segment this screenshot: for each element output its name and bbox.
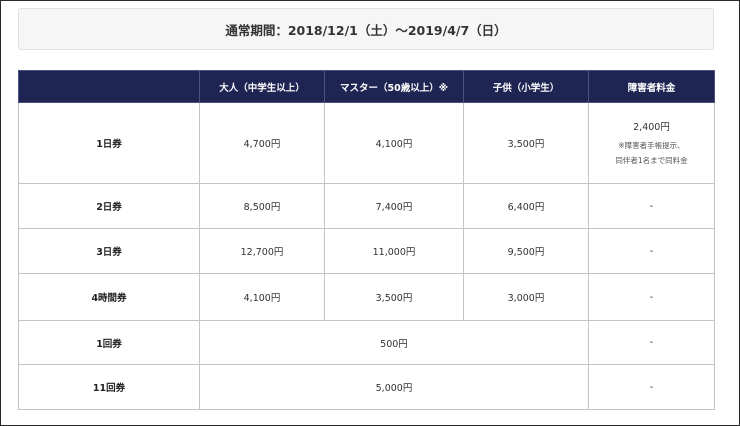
price-disabled: -	[588, 320, 715, 365]
header-master: マスター（50歳以上）※	[324, 70, 464, 103]
price-adult: 4,700円	[199, 102, 325, 184]
price-master: 3,500円	[324, 273, 464, 321]
lift-ticket-price-table: 大人（中学生以上） マスター（50歳以上）※ 子供（小学生） 障害者料金 1日券…	[18, 70, 715, 410]
price-adult: 8,500円	[199, 183, 325, 229]
price-child: 9,500円	[463, 228, 589, 274]
price-adult: 4,100円	[199, 273, 325, 321]
row-label: 11回券	[18, 364, 200, 410]
table-header-row: 大人（中学生以上） マスター（50歳以上）※ 子供（小学生） 障害者料金	[18, 70, 715, 103]
disabled-note-line1: ※障害者手帳提示、	[618, 140, 685, 150]
header-child: 子供（小学生）	[463, 70, 589, 103]
season-period-banner: 通常期間：2018/12/1（土）～2019/4/7（日）	[18, 8, 714, 50]
price-disabled: -	[588, 273, 715, 321]
price-master: 11,000円	[324, 228, 464, 274]
row-label: 1日券	[18, 102, 200, 184]
price-master: 7,400円	[324, 183, 464, 229]
table-row: 2日券 8,500円 7,400円 6,400円 -	[18, 183, 715, 229]
header-disabled: 障害者料金	[588, 70, 715, 103]
table-row: 3日券 12,700円 11,000円 9,500円 -	[18, 228, 715, 274]
price-combined: 500円	[199, 320, 589, 365]
row-label: 3日券	[18, 228, 200, 274]
price-disabled: 2,400円 ※障害者手帳提示、 同伴者1名まで同料金	[588, 102, 715, 184]
row-label: 2日券	[18, 183, 200, 229]
season-period-text: 通常期間：2018/12/1（土）～2019/4/7（日）	[225, 22, 507, 38]
price-child: 3,000円	[463, 273, 589, 321]
price-disabled: -	[588, 228, 715, 274]
table-row: 1日券 4,700円 4,100円 3,500円 2,400円 ※障害者手帳提示…	[18, 102, 715, 184]
price-disabled: -	[588, 364, 715, 410]
price-child: 6,400円	[463, 183, 589, 229]
row-label: 4時間券	[18, 273, 200, 321]
row-label: 1回券	[18, 320, 200, 365]
disabled-note-line2: 同伴者1名まで同料金	[615, 155, 688, 165]
header-ticket-type	[18, 70, 200, 103]
price-child: 3,500円	[463, 102, 589, 184]
table-row: 11回券 5,000円 -	[18, 364, 715, 410]
price-master: 4,100円	[324, 102, 464, 184]
price-disabled: -	[588, 183, 715, 229]
table-row: 1回券 500円 -	[18, 320, 715, 365]
price-combined: 5,000円	[199, 364, 589, 410]
price-adult: 12,700円	[199, 228, 325, 274]
disabled-price-value: 2,400円	[633, 121, 670, 133]
table-row: 4時間券 4,100円 3,500円 3,000円 -	[18, 273, 715, 321]
header-adult: 大人（中学生以上）	[199, 70, 325, 103]
